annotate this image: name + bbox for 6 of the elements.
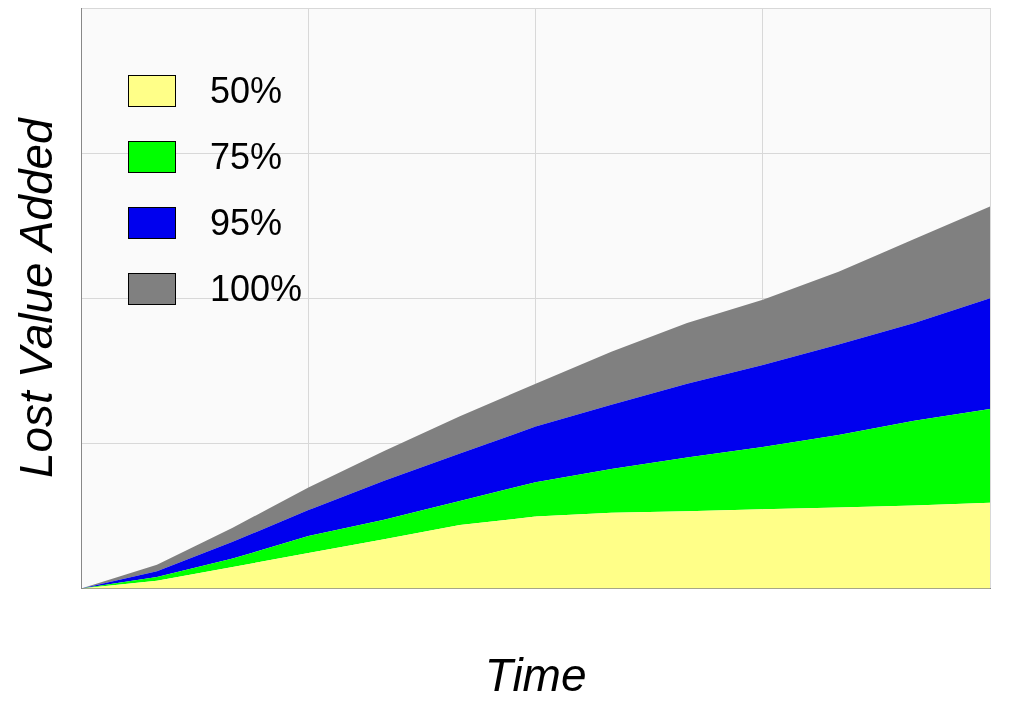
legend-label: 100% [210, 268, 303, 310]
y-axis-title: Lost Value Added [10, 116, 63, 479]
legend-label: 50% [210, 70, 283, 112]
legend-label: 95% [210, 202, 283, 244]
x-axis-title: Time [484, 649, 587, 702]
legend-label: 75% [210, 136, 283, 178]
